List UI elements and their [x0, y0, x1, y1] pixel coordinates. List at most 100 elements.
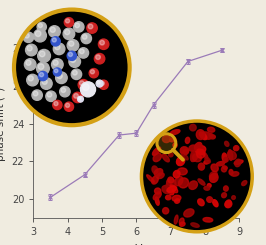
Ellipse shape	[191, 151, 198, 161]
Circle shape	[37, 22, 46, 32]
Ellipse shape	[147, 175, 154, 183]
Circle shape	[55, 45, 60, 50]
Ellipse shape	[169, 138, 176, 142]
Circle shape	[52, 59, 63, 70]
Circle shape	[33, 91, 38, 96]
Circle shape	[75, 23, 80, 28]
Circle shape	[65, 19, 70, 23]
Circle shape	[80, 81, 84, 86]
Ellipse shape	[166, 181, 171, 189]
Ellipse shape	[163, 135, 171, 143]
Circle shape	[87, 23, 97, 33]
Ellipse shape	[169, 153, 173, 157]
Circle shape	[38, 24, 43, 28]
Circle shape	[42, 79, 47, 85]
Ellipse shape	[184, 209, 194, 217]
Ellipse shape	[185, 137, 190, 144]
Circle shape	[69, 41, 74, 46]
Ellipse shape	[155, 197, 159, 205]
Ellipse shape	[152, 166, 158, 174]
Ellipse shape	[155, 188, 161, 194]
Ellipse shape	[231, 172, 239, 176]
Ellipse shape	[234, 146, 239, 151]
Circle shape	[24, 59, 36, 70]
Ellipse shape	[163, 208, 169, 214]
Circle shape	[26, 60, 31, 65]
Ellipse shape	[183, 149, 188, 154]
Circle shape	[72, 92, 83, 103]
Circle shape	[39, 73, 44, 77]
Ellipse shape	[168, 177, 174, 183]
Circle shape	[78, 96, 83, 102]
Circle shape	[49, 26, 60, 37]
Ellipse shape	[153, 192, 161, 200]
Circle shape	[26, 44, 37, 56]
Ellipse shape	[191, 223, 199, 227]
Y-axis label: phase shift (°): phase shift (°)	[0, 87, 6, 161]
Ellipse shape	[199, 132, 207, 140]
Circle shape	[98, 39, 109, 49]
Ellipse shape	[172, 195, 181, 201]
Ellipse shape	[178, 178, 189, 188]
Circle shape	[53, 68, 61, 76]
Circle shape	[36, 62, 49, 75]
Ellipse shape	[180, 147, 189, 155]
Ellipse shape	[234, 160, 243, 164]
Ellipse shape	[179, 218, 184, 225]
Ellipse shape	[210, 173, 218, 182]
Ellipse shape	[152, 176, 158, 184]
Ellipse shape	[197, 149, 204, 155]
Ellipse shape	[232, 196, 235, 199]
Ellipse shape	[224, 158, 228, 162]
Circle shape	[50, 27, 55, 32]
Ellipse shape	[217, 161, 225, 166]
Circle shape	[81, 82, 95, 97]
Circle shape	[94, 53, 105, 64]
Ellipse shape	[190, 151, 196, 161]
Circle shape	[46, 91, 56, 101]
Ellipse shape	[198, 163, 205, 170]
Ellipse shape	[196, 146, 206, 154]
Circle shape	[28, 76, 33, 81]
Ellipse shape	[189, 145, 197, 151]
Circle shape	[57, 74, 62, 79]
Circle shape	[34, 29, 46, 42]
Circle shape	[100, 81, 104, 86]
Circle shape	[60, 86, 70, 97]
Circle shape	[56, 72, 67, 84]
Ellipse shape	[182, 153, 188, 160]
Ellipse shape	[194, 142, 202, 150]
Circle shape	[47, 92, 52, 97]
Circle shape	[38, 72, 48, 81]
Circle shape	[54, 101, 58, 106]
Circle shape	[65, 103, 70, 107]
Ellipse shape	[204, 186, 210, 190]
Ellipse shape	[222, 153, 227, 162]
Circle shape	[73, 70, 77, 75]
Circle shape	[89, 69, 98, 78]
Ellipse shape	[170, 185, 178, 193]
Circle shape	[157, 134, 176, 153]
Ellipse shape	[198, 179, 205, 185]
Circle shape	[97, 81, 100, 84]
Circle shape	[99, 80, 108, 89]
Circle shape	[90, 70, 94, 74]
Ellipse shape	[176, 157, 185, 166]
Circle shape	[96, 80, 103, 87]
Ellipse shape	[209, 134, 213, 137]
Ellipse shape	[169, 189, 174, 195]
Circle shape	[69, 56, 81, 67]
Ellipse shape	[213, 200, 218, 207]
Circle shape	[63, 28, 75, 40]
Ellipse shape	[196, 130, 205, 139]
Circle shape	[65, 29, 70, 35]
Circle shape	[96, 55, 100, 60]
Circle shape	[51, 37, 60, 46]
Circle shape	[38, 64, 44, 70]
Ellipse shape	[225, 201, 232, 208]
Ellipse shape	[177, 168, 187, 175]
Ellipse shape	[211, 164, 218, 172]
Circle shape	[78, 80, 89, 90]
Ellipse shape	[152, 147, 161, 155]
Circle shape	[38, 49, 51, 62]
